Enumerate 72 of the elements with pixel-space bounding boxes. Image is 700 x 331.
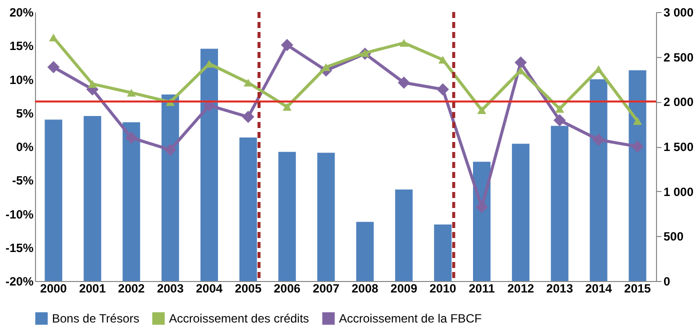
y-tick-label: -5%: [12, 174, 34, 188]
bar: [590, 79, 608, 281]
point: [438, 56, 448, 64]
bar: [84, 116, 102, 281]
point: [554, 114, 566, 126]
x-tick-label: 2010: [429, 282, 457, 296]
y-tick-label: -20%: [5, 274, 34, 288]
y-tick-label: -15%: [5, 240, 34, 255]
y2-tick-label: 3 000: [664, 6, 694, 20]
bar: [628, 70, 646, 281]
bar: [239, 138, 257, 281]
point: [633, 117, 642, 125]
bar: [512, 144, 530, 281]
x-tick-label: 2009: [390, 282, 418, 296]
point: [555, 104, 564, 113]
legend-label: Accroissement des crédits: [169, 312, 310, 326]
y-tick-label: 10%: [9, 72, 34, 87]
y-tick-label: 0%: [16, 140, 34, 154]
point: [592, 134, 605, 146]
x-tick-label: 2006: [274, 282, 301, 296]
x-tick-label: 2014: [585, 282, 612, 296]
point: [164, 144, 176, 156]
x-tick-label: 2008: [352, 282, 379, 296]
x-tick-label: 2005: [234, 282, 262, 296]
point: [242, 110, 254, 124]
bar: [395, 190, 413, 281]
x-tick-label: 2001: [79, 282, 106, 296]
x-tick-label: 2012: [507, 282, 534, 296]
x-tick-label: 2013: [546, 282, 574, 296]
x-tick-label: 2007: [312, 282, 340, 296]
point: [399, 39, 408, 47]
y-tick-label: -10%: [5, 207, 34, 222]
point: [631, 140, 644, 153]
legend-label: Bons de Trésors: [52, 312, 140, 326]
y-tick-label: 15%: [9, 39, 34, 54]
point: [477, 106, 486, 114]
point: [476, 200, 488, 214]
y2-tick-label: 1 500: [664, 140, 694, 154]
point: [282, 102, 292, 111]
legend-label: Accroissement de la FBCF: [339, 312, 482, 326]
x-tick-label: 2011: [468, 282, 496, 296]
y-tick-label: 20%: [9, 6, 34, 20]
point: [398, 76, 410, 89]
bar: [278, 152, 296, 281]
y2-tick-label: 1 000: [664, 184, 694, 199]
y2-tick-label: 0: [664, 274, 670, 288]
y2-tick-label: 2 000: [664, 95, 694, 110]
bar: [317, 152, 335, 281]
bar: [162, 94, 180, 281]
point: [125, 132, 138, 144]
y-tick-label: 5%: [16, 106, 34, 120]
x-tick-label: 2004: [196, 282, 223, 296]
bar: [356, 222, 374, 281]
point: [360, 49, 370, 57]
bar: [122, 122, 140, 281]
point: [88, 80, 97, 88]
point: [126, 88, 136, 97]
bar: [200, 48, 218, 281]
point: [280, 38, 294, 52]
point: [49, 34, 58, 42]
x-tick-label: 2015: [624, 282, 652, 296]
x-tick-label: 2003: [156, 282, 184, 296]
point: [514, 56, 527, 69]
x-tick-label: 2000: [40, 282, 68, 296]
bar: [434, 224, 452, 281]
x-tick-label: 2002: [118, 282, 146, 296]
y2-tick-label: 2 500: [664, 50, 694, 64]
bar: [550, 126, 568, 281]
y2-tick-label: 500: [664, 230, 684, 244]
point: [47, 61, 60, 74]
point: [436, 83, 449, 96]
bar: [44, 120, 62, 281]
